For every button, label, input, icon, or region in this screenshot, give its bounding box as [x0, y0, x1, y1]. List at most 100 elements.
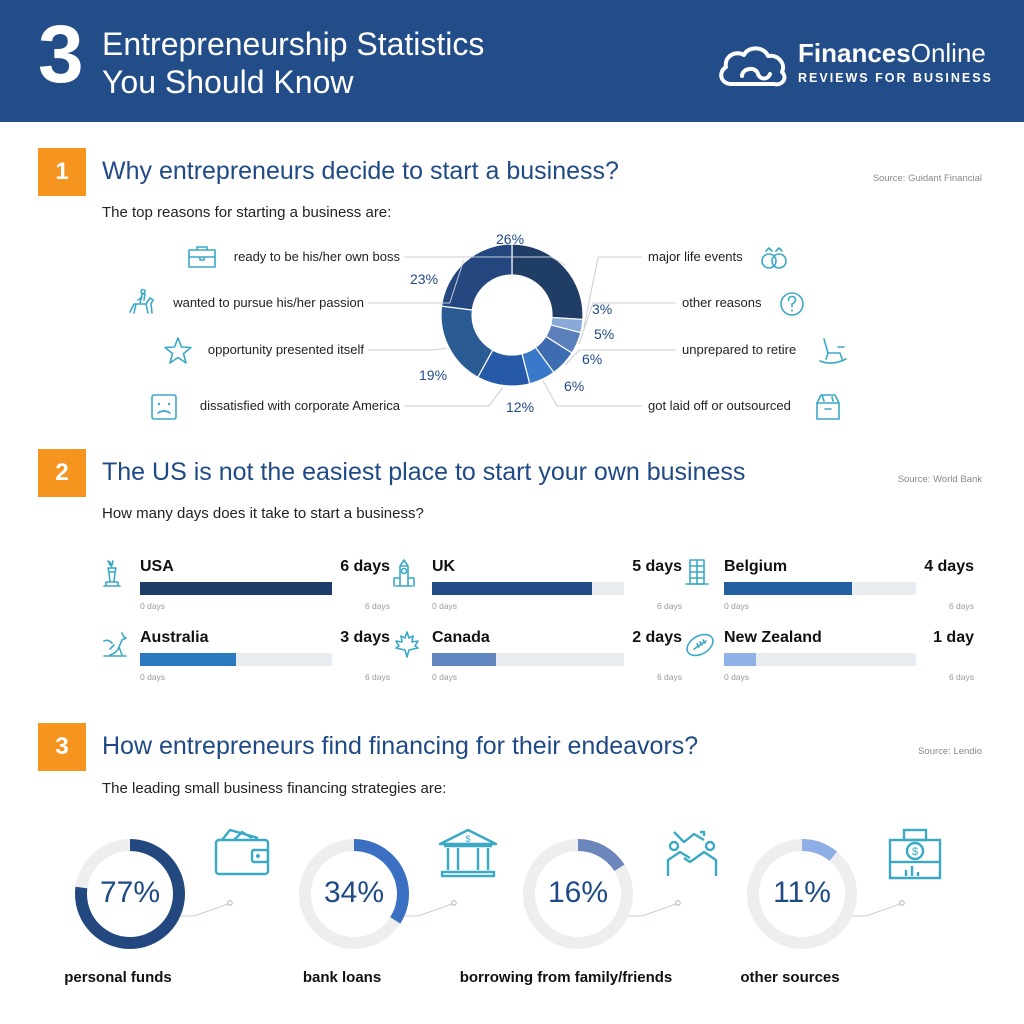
ring-leader-dot [899, 900, 905, 906]
ring-leader-line [404, 903, 453, 917]
donut-slice [440, 243, 513, 311]
bar-fill [140, 653, 236, 666]
axis-max-label: 6 days [948, 672, 974, 682]
header-banner: 3 Entrepreneurship Statistics You Should… [0, 0, 1024, 122]
axis-min-label: 0 days [432, 672, 458, 682]
bar-fill [724, 653, 756, 666]
ring-value-arc [75, 839, 185, 949]
star-icon [164, 337, 192, 364]
wallet-icon [214, 828, 270, 876]
ring-percent-label: 16% [547, 876, 609, 909]
maple-leaf-icon [395, 631, 419, 658]
ring-graphic [299, 839, 457, 949]
section3-subtitle: The leading small business financing str… [102, 780, 447, 797]
donut-value-label: 3% [592, 301, 613, 317]
brand-tagline: REVIEWS FOR BUSINESS [798, 71, 993, 85]
svg-text:$: $ [465, 834, 470, 844]
ring-category-label: other sources [740, 969, 840, 986]
financesonline-logo[interactable]: FinancesOnline REVIEWS FOR BUSINESS [716, 40, 996, 90]
country-name: UK [432, 558, 456, 575]
country-days-value: 4 days [924, 558, 974, 575]
bar-fill [432, 653, 496, 666]
donut-category-label: wanted to pursue his/her passion [173, 295, 364, 310]
donut-category-label: ready to be his/her own boss [233, 249, 400, 264]
handshake-icon [666, 830, 718, 876]
country-bar-row: UK 5 days 0 days 6 days [392, 558, 692, 618]
donut-leader-line [542, 380, 642, 407]
sad-face-icon [151, 394, 177, 420]
ring-percent-label: 77% [99, 876, 161, 909]
donut-leader-line [583, 256, 642, 327]
axis-min-label: 0 days [140, 601, 166, 611]
big-ben-icon [393, 559, 415, 587]
donut-leader-line [564, 349, 676, 366]
svg-text:$: $ [912, 846, 918, 858]
ring-value-arc [523, 839, 633, 949]
bar-fill [724, 582, 852, 595]
section1-badge: 1 [38, 148, 86, 196]
section3-source: Source: Lendio [918, 746, 982, 757]
section1-source: Source: Guidant Financial [872, 173, 982, 184]
section2-source: Source: World Bank [897, 474, 982, 485]
donut-category-label: unprepared to retire [682, 342, 797, 357]
briefcase-icon [188, 246, 216, 268]
axis-min-label: 0 days [724, 601, 750, 611]
donut-value-label: 6% [582, 351, 603, 367]
ring-percent-label: 34% [323, 876, 385, 909]
bar-track [724, 653, 916, 666]
ring-graphic [75, 839, 233, 949]
bar-track [432, 582, 624, 595]
axis-min-label: 0 days [432, 601, 458, 611]
header-title-line2: You Should Know [102, 64, 354, 100]
box-icon [816, 394, 840, 420]
country-days-value: 3 days [340, 629, 390, 646]
brand-name: FinancesOnline [798, 38, 986, 68]
ring-leader-line [180, 903, 229, 917]
country-name: USA [140, 558, 174, 575]
rugby-ball-icon [686, 633, 714, 657]
donut-leader-line [368, 347, 448, 351]
ring-category-label: borrowing from family/friends [459, 969, 673, 986]
ring-graphic [747, 839, 905, 949]
donut-value-label: 23% [410, 271, 439, 287]
header-number: 3 [38, 9, 84, 100]
kangaroo-icon [103, 632, 127, 657]
country-bar-row: USA 6 days 0 days 6 days [100, 558, 400, 618]
section3-title: How entrepreneurs find financing for the… [102, 732, 699, 760]
donut-leader-line [404, 387, 504, 407]
country-name: Belgium [724, 558, 788, 575]
country-bar-row: Canada 2 days 0 days 6 days [392, 629, 692, 689]
donut-category-label: other reasons [682, 295, 762, 310]
country-bar-row: Australia 3 days 0 days 6 days [100, 629, 400, 689]
country-days-value: 5 days [632, 558, 682, 575]
axis-max-label: 6 days [656, 672, 682, 682]
donut-value-label: 26% [496, 231, 525, 247]
ring-leader-dot [227, 900, 233, 906]
country-name: Canada [432, 629, 490, 646]
axis-max-label: 6 days [948, 601, 974, 611]
question-icon [780, 292, 804, 316]
section3-badge: 3 [38, 723, 86, 771]
financing-ring: 11% $ [746, 828, 966, 1024]
financing-ring: 16% [522, 830, 742, 1024]
financing-ring: 34% $ [298, 828, 518, 1024]
bank-icon: $ [438, 828, 498, 878]
axis-min-label: 0 days [724, 672, 750, 682]
section1-title: Why entrepreneurs decide to start a busi… [102, 157, 619, 185]
bar-fill [140, 582, 332, 595]
ring-value-arc [747, 839, 857, 949]
country-bar-row: Belgium 4 days 0 days 6 days [684, 558, 984, 618]
statue-of-liberty-icon [103, 560, 121, 587]
ring-leader-dot [675, 900, 681, 906]
axis-max-label: 6 days [656, 601, 682, 611]
country-days-value: 1 day [933, 629, 974, 646]
donut-value-label: 12% [506, 399, 535, 415]
donut-category-label: dissatisfied with corporate America [199, 398, 400, 413]
bar-fill [432, 582, 592, 595]
country-name: Australia [140, 629, 209, 646]
donut-category-label: got laid off or outsourced [648, 398, 791, 413]
country-days-value: 6 days [340, 558, 390, 575]
reasons-donut-chart [368, 243, 676, 407]
axis-max-label: 6 days [364, 672, 390, 682]
axis-min-label: 0 days [140, 672, 166, 682]
